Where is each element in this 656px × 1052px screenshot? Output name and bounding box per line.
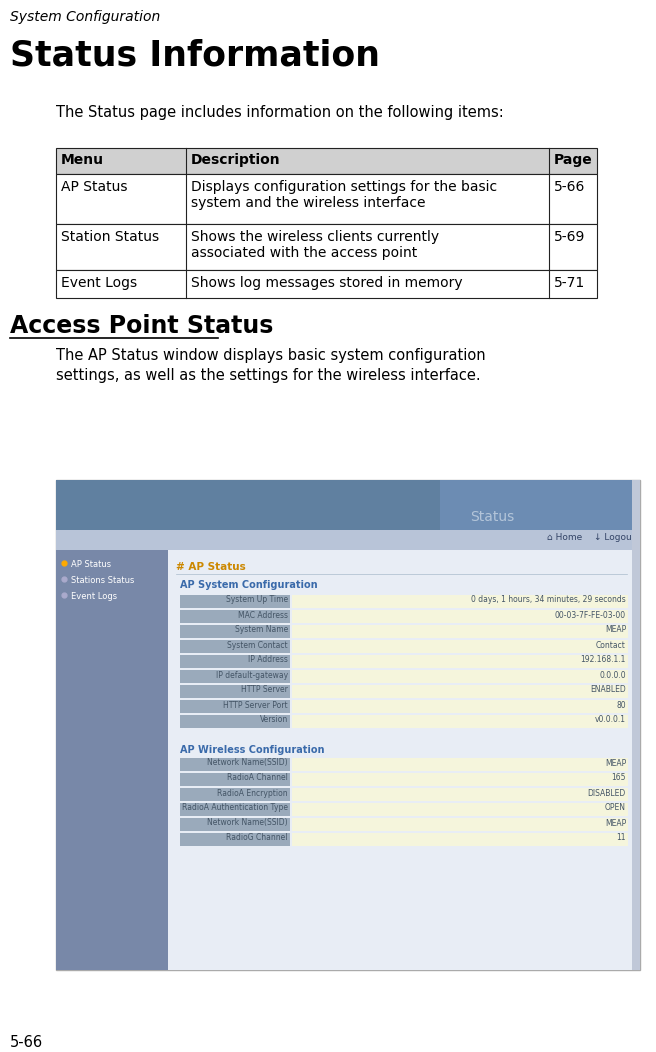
Text: Event Logs: Event Logs — [71, 592, 117, 601]
Text: Page: Page — [554, 153, 593, 167]
Bar — [292, 758, 628, 771]
Text: RadioA Encryption: RadioA Encryption — [217, 789, 288, 797]
Bar — [180, 595, 290, 608]
Text: The Status page includes information on the following items:: The Status page includes information on … — [56, 105, 504, 120]
Text: 0 days, 1 hours, 34 minutes, 29 seconds: 0 days, 1 hours, 34 minutes, 29 seconds — [471, 595, 626, 605]
Text: RadioG Channel: RadioG Channel — [226, 833, 288, 843]
Bar — [292, 640, 628, 653]
Text: Version: Version — [260, 715, 288, 725]
Text: 0.0.0.0: 0.0.0.0 — [600, 670, 626, 680]
Text: RadioA Channel: RadioA Channel — [227, 773, 288, 783]
Text: MAC Address: MAC Address — [238, 610, 288, 620]
Bar — [292, 715, 628, 728]
Text: System Name: System Name — [235, 626, 288, 634]
Text: Shows log messages stored in memory: Shows log messages stored in memory — [191, 276, 462, 290]
Text: Stations Status: Stations Status — [71, 576, 134, 585]
Text: System Contact: System Contact — [228, 641, 288, 649]
Bar — [56, 530, 640, 550]
Bar — [180, 803, 290, 816]
Text: Event Logs: Event Logs — [61, 276, 137, 290]
Bar — [292, 610, 628, 623]
Bar — [180, 715, 290, 728]
Text: Contact: Contact — [596, 641, 626, 649]
Text: AP Wireless Configuration: AP Wireless Configuration — [180, 745, 325, 755]
Bar — [440, 480, 640, 530]
Text: v0.0.0.1: v0.0.0.1 — [595, 715, 626, 725]
Bar — [180, 700, 290, 713]
Bar — [180, 670, 290, 683]
Text: Status Information: Status Information — [10, 38, 380, 72]
Bar — [632, 480, 640, 970]
Bar — [292, 803, 628, 816]
Text: # AP Status: # AP Status — [176, 562, 246, 572]
Text: ↓ Logout: ↓ Logout — [594, 533, 636, 542]
Bar — [180, 833, 290, 846]
Bar — [180, 758, 290, 771]
Bar — [56, 224, 597, 270]
Bar — [292, 773, 628, 786]
Text: The AP Status window displays basic system configuration: The AP Status window displays basic syst… — [56, 348, 485, 363]
Text: AP Status: AP Status — [61, 180, 127, 194]
Bar — [56, 174, 597, 224]
Bar — [292, 700, 628, 713]
Text: IP default-gateway: IP default-gateway — [216, 670, 288, 680]
Text: settings, as well as the settings for the wireless interface.: settings, as well as the settings for th… — [56, 368, 481, 383]
Text: ENABLED: ENABLED — [590, 686, 626, 694]
Text: ⌂ Home: ⌂ Home — [547, 533, 583, 542]
Text: Network Name(SSID): Network Name(SSID) — [207, 758, 288, 768]
Text: System Configuration: System Configuration — [10, 11, 160, 24]
Bar — [56, 480, 640, 970]
Text: AP Status: AP Status — [71, 560, 111, 569]
Bar — [292, 595, 628, 608]
Bar — [180, 610, 290, 623]
Text: 11: 11 — [617, 833, 626, 843]
Bar — [56, 270, 597, 298]
Text: AP System Configuration: AP System Configuration — [180, 580, 318, 590]
Bar — [180, 773, 290, 786]
Bar — [180, 818, 290, 831]
Text: OPEN: OPEN — [605, 804, 626, 812]
Text: 5-69: 5-69 — [554, 230, 585, 244]
Bar — [168, 550, 632, 970]
Text: Menu: Menu — [61, 153, 104, 167]
Bar — [180, 788, 290, 801]
Bar — [292, 818, 628, 831]
Text: Description: Description — [191, 153, 281, 167]
Text: Shows the wireless clients currently
associated with the access point: Shows the wireless clients currently ass… — [191, 230, 439, 260]
Text: 5-71: 5-71 — [554, 276, 585, 290]
Bar — [292, 685, 628, 697]
Text: Network Name(SSID): Network Name(SSID) — [207, 818, 288, 828]
Text: 00-03-7F-FE-03-00: 00-03-7F-FE-03-00 — [555, 610, 626, 620]
Text: 165: 165 — [611, 773, 626, 783]
Text: IP Address: IP Address — [248, 655, 288, 665]
Text: MEAP: MEAP — [605, 818, 626, 828]
Bar — [180, 685, 290, 697]
Text: System Up Time: System Up Time — [226, 595, 288, 605]
Bar — [292, 788, 628, 801]
Text: 5-66: 5-66 — [10, 1035, 43, 1050]
Bar — [292, 655, 628, 668]
Bar — [292, 670, 628, 683]
Bar — [180, 640, 290, 653]
Text: 192.168.1.1: 192.168.1.1 — [581, 655, 626, 665]
Bar — [180, 655, 290, 668]
Text: RadioA Authentication Type: RadioA Authentication Type — [182, 804, 288, 812]
Text: Station Status: Station Status — [61, 230, 159, 244]
Text: 5-66: 5-66 — [554, 180, 585, 194]
Bar — [292, 625, 628, 638]
Bar — [56, 148, 597, 174]
Bar — [180, 625, 290, 638]
Text: MEAP: MEAP — [605, 626, 626, 634]
Text: 80: 80 — [617, 701, 626, 709]
Bar — [292, 833, 628, 846]
Text: Displays configuration settings for the basic
system and the wireless interface: Displays configuration settings for the … — [191, 180, 497, 210]
Bar — [56, 550, 168, 970]
Text: DISABLED: DISABLED — [588, 789, 626, 797]
Text: HTTP Server Port: HTTP Server Port — [224, 701, 288, 709]
Text: Access Point Status: Access Point Status — [10, 313, 274, 338]
Text: HTTP Server: HTTP Server — [241, 686, 288, 694]
Bar — [56, 480, 640, 530]
Text: Status: Status — [470, 510, 514, 524]
Text: MEAP: MEAP — [605, 758, 626, 768]
